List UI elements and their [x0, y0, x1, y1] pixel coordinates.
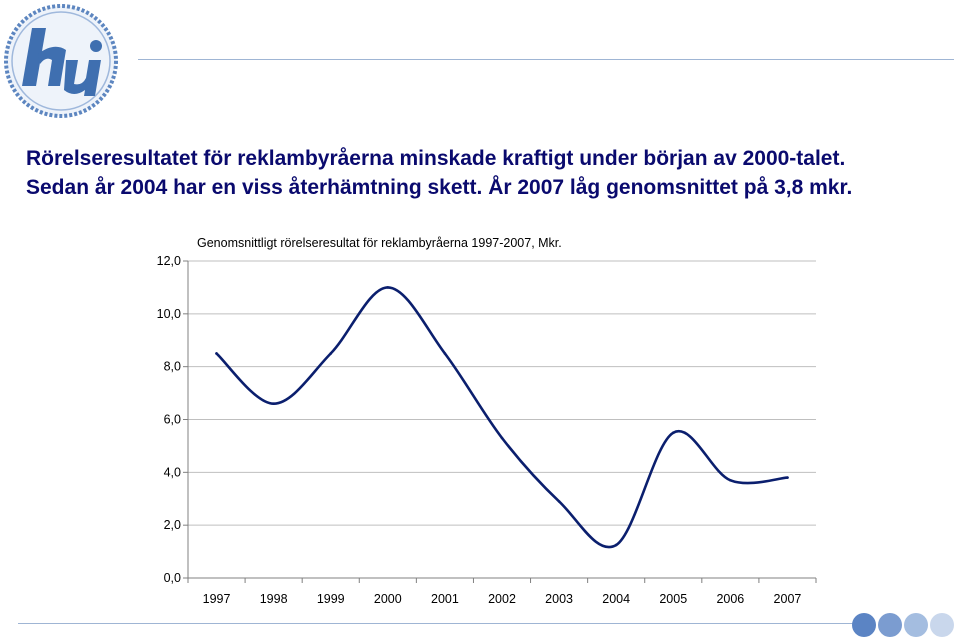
data-point — [614, 543, 618, 547]
y-tick-label: 0,0 — [164, 571, 181, 585]
data-point — [729, 478, 732, 482]
x-tick-label: 2006 — [716, 592, 744, 606]
x-tick-label: 1997 — [203, 592, 231, 606]
bottom-rule — [18, 623, 854, 624]
x-tick-label: 2003 — [545, 592, 573, 606]
page-heading: Rörelseresultatet för reklambyråerna min… — [26, 144, 946, 202]
y-tick-label: 12,0 — [157, 254, 181, 268]
x-tick-label: 2000 — [374, 592, 402, 606]
data-point — [500, 436, 504, 440]
decorative-dots-icon — [852, 613, 954, 637]
heading-line-1: Rörelseresultatet för reklambyråerna min… — [26, 147, 846, 170]
data-point — [671, 431, 675, 435]
data-point — [272, 402, 275, 405]
top-rule — [138, 59, 954, 60]
x-tick-label: 2007 — [774, 592, 802, 606]
data-point — [329, 352, 333, 355]
heading-line-2: Sedan år 2004 har en viss återhämtning s… — [26, 176, 853, 199]
data-point — [443, 352, 447, 355]
x-tick-label: 2001 — [431, 592, 459, 606]
y-tick-label: 8,0 — [164, 360, 181, 374]
y-tick-label: 6,0 — [164, 413, 181, 427]
x-tick-label: 1999 — [317, 592, 345, 606]
x-tick-label: 2005 — [659, 592, 687, 606]
hi-logo-icon — [4, 4, 118, 118]
x-tick-label: 1998 — [260, 592, 288, 606]
series-line — [215, 286, 789, 549]
y-tick-label: 10,0 — [157, 307, 181, 321]
y-tick-label: 2,0 — [164, 518, 181, 532]
x-tick-label: 2002 — [488, 592, 516, 606]
data-point — [786, 476, 789, 479]
data-point — [386, 286, 390, 289]
data-point — [557, 500, 561, 503]
chart-title: Genomsnittligt rörelseresultat för rekla… — [197, 236, 562, 250]
y-tick-label: 4,0 — [164, 465, 181, 479]
x-tick-label: 2004 — [602, 592, 630, 606]
data-point — [215, 352, 218, 355]
